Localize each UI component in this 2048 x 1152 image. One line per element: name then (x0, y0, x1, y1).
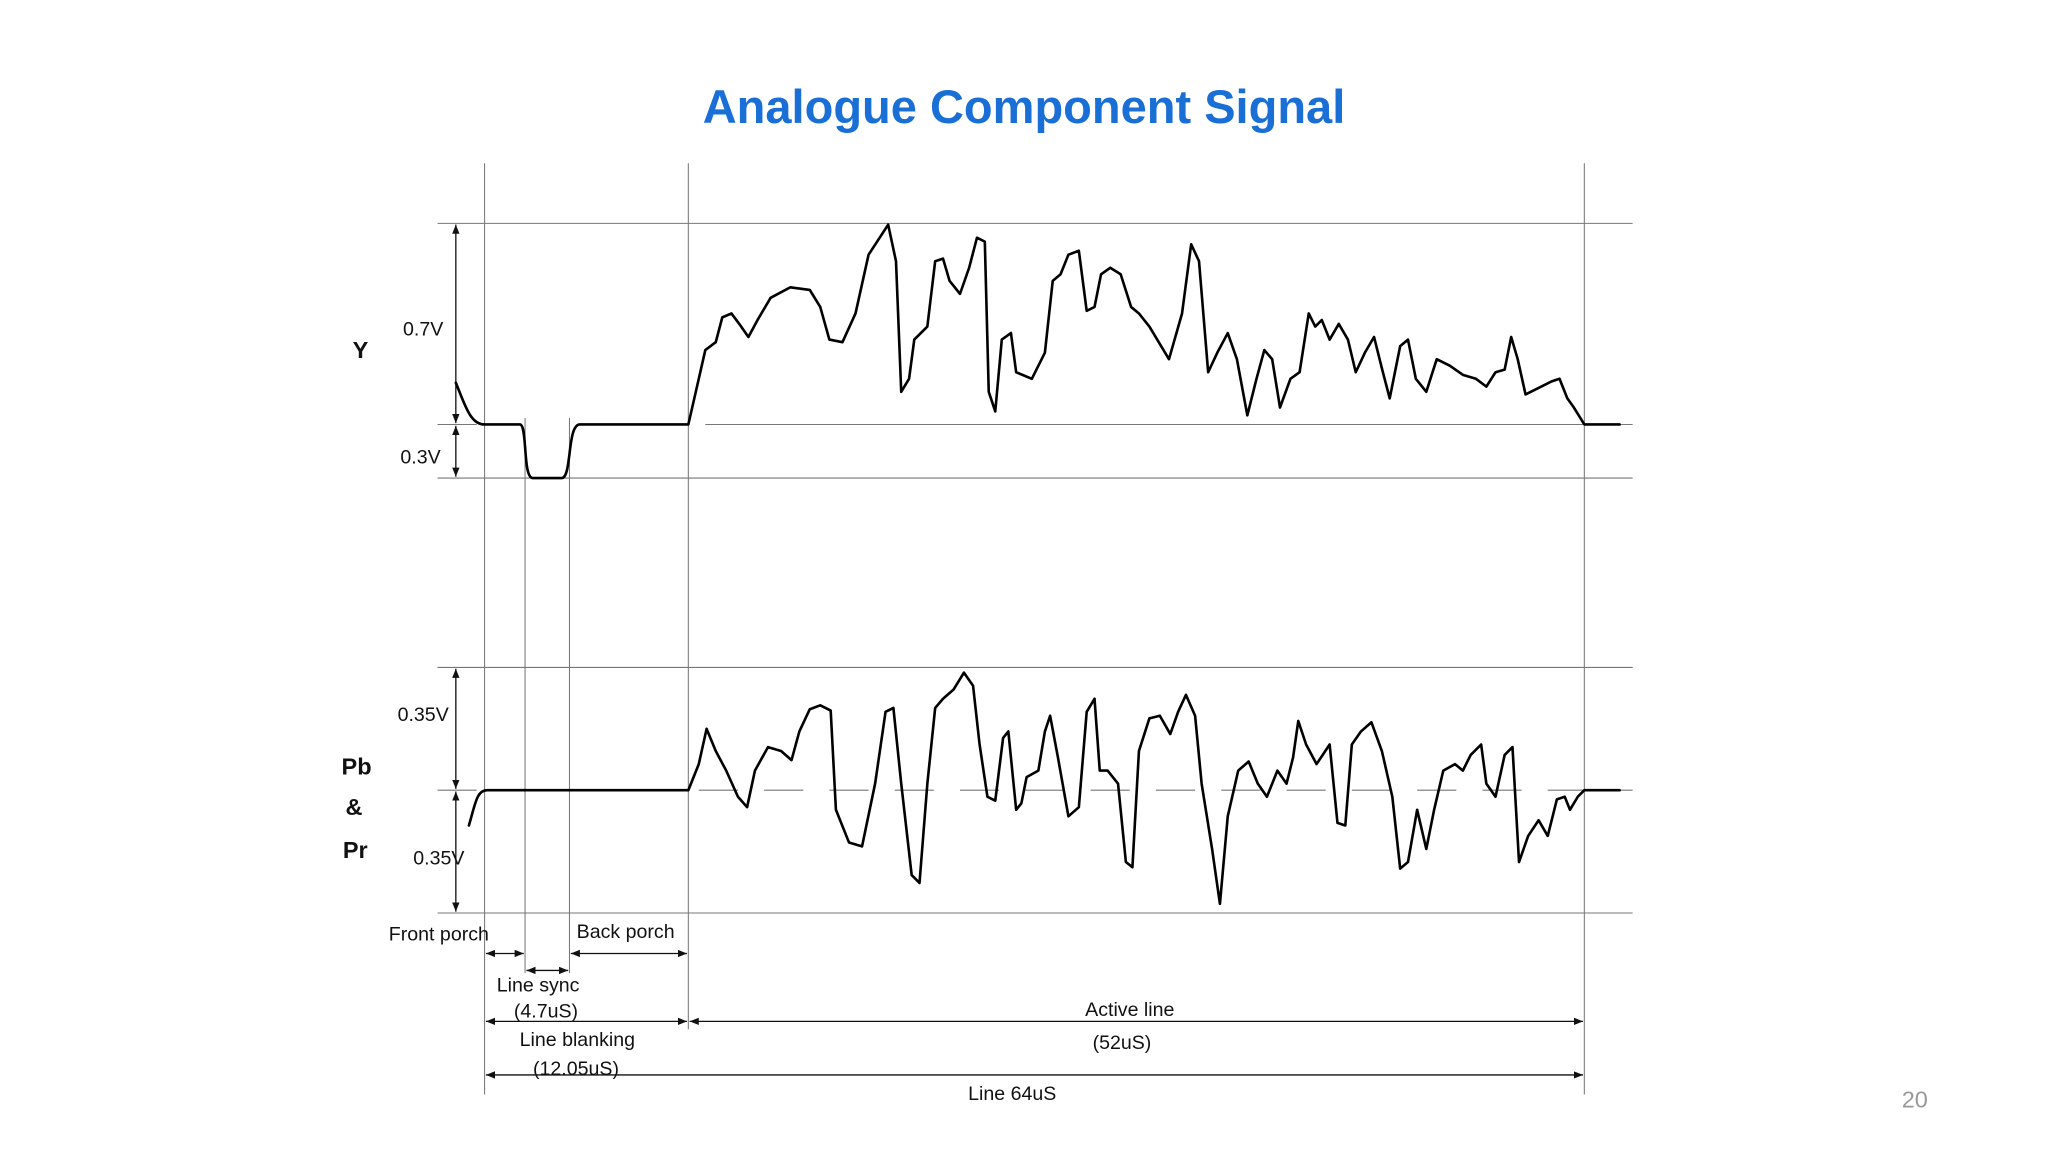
y-waveform (454, 223, 1621, 480)
line-sync-label: Line sync (497, 974, 580, 996)
active-line-label: Active line (1085, 999, 1174, 1021)
line-blanking-label: Line blanking (520, 1029, 635, 1051)
line-blanking-duration: (12.05uS) (533, 1058, 619, 1080)
dimension-arrows (452, 224, 1584, 1079)
front-porch-label: Front porch (389, 923, 489, 945)
y-lower-level: 0.3V (400, 447, 440, 469)
full-line-label: Line 64uS (968, 1083, 1056, 1105)
page-number: 20 (1902, 1087, 1928, 1113)
pbpr-upper-level: 0.35V (398, 704, 449, 726)
pbpr-name-line: Pb (342, 754, 372, 780)
pbpr-waveform (467, 671, 1621, 906)
grid-lines (437, 163, 1633, 1095)
slide-title: Analogue Component Signal (703, 80, 1346, 133)
back-porch-label: Back porch (577, 921, 675, 943)
line-sync-duration: (4.7uS) (514, 1000, 578, 1022)
y-upper-level: 0.7V (403, 319, 443, 341)
active-line-duration: (52uS) (1093, 1032, 1152, 1054)
pbpr-lower-level: 0.35V (413, 848, 464, 870)
y-signal-name: Y (353, 337, 369, 363)
pbpr-name-line: & (345, 794, 362, 820)
pbpr-name-line: Pr (343, 837, 368, 863)
